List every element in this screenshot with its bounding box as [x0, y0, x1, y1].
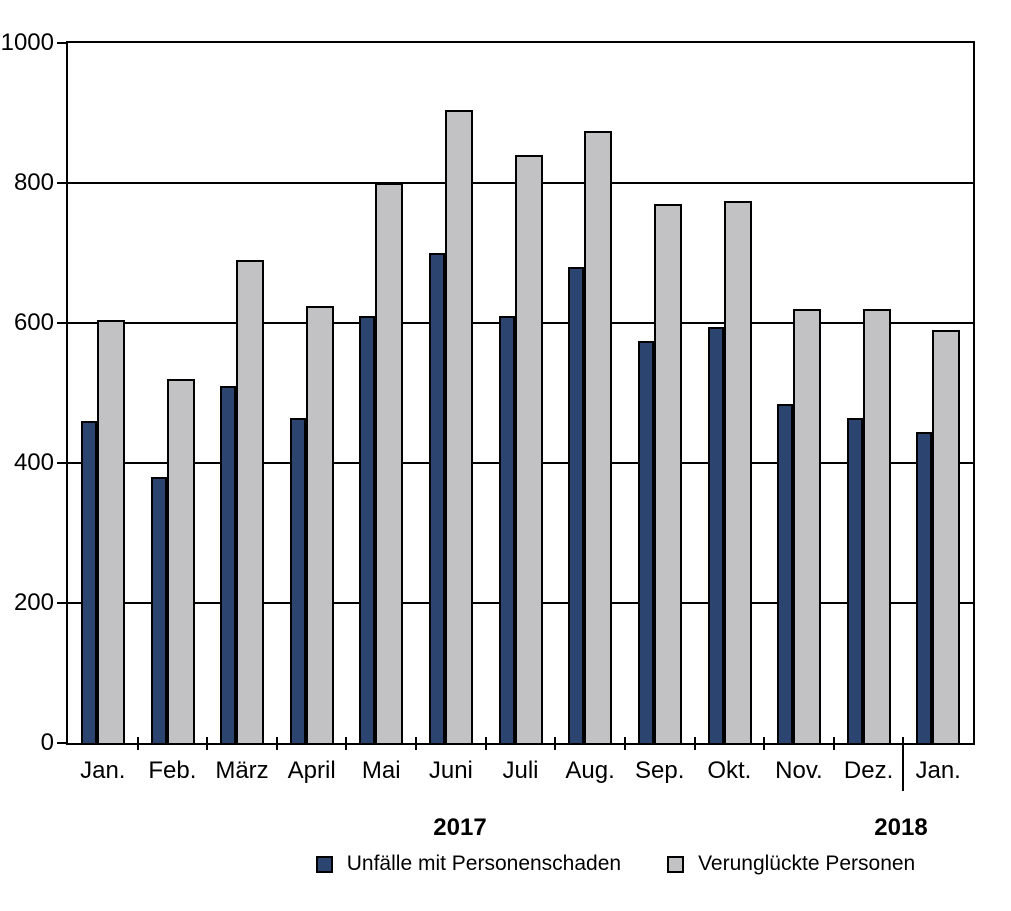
bar-verunglueckte-okt-9: [723, 200, 752, 743]
bar-verunglueckte-märz-2: [236, 260, 265, 743]
x-axis-month-label: Juli: [502, 757, 539, 784]
x-axis-month-label: Jan.: [80, 757, 126, 784]
bar-verunglueckte-dez-11: [862, 309, 891, 743]
bar-unfaelle-juni-5: [429, 253, 446, 743]
year-label-2017: 2017: [433, 814, 487, 841]
x-axis-tick: [275, 737, 278, 750]
x-axis-tick: [206, 737, 209, 750]
legend: Unfälle mit Personenschaden Verunglückte…: [110, 852, 1011, 876]
y-axis-tick-label: 0: [40, 729, 54, 756]
y-axis-tick-label: 800: [13, 169, 54, 196]
bar-unfaelle-jan-0: [81, 421, 97, 743]
bar-unfaelle-april-3: [289, 417, 306, 743]
bar-unfaelle-jan-12: [916, 431, 933, 743]
y-axis-tick: [57, 42, 68, 44]
bar-verunglueckte-april-3: [305, 305, 334, 743]
bar-unfaelle-aug-7: [568, 267, 585, 743]
x-axis-tick: [763, 737, 766, 750]
bar-unfaelle-nov-10: [777, 403, 794, 743]
x-axis-tick: [832, 737, 835, 750]
y-axis-tick-label: 600: [13, 309, 54, 336]
legend-label-verunglueckte: Verunglückte Personen: [698, 852, 916, 875]
bar-verunglueckte-feb-1: [166, 379, 195, 743]
x-axis-tick: [484, 737, 487, 750]
x-axis-tick: [415, 737, 418, 750]
x-axis-tick: [693, 737, 696, 750]
x-axis-tick: [345, 737, 348, 750]
bar-verunglueckte-juli-6: [514, 155, 543, 743]
legend-item-verunglueckte: Verunglückte Personen: [667, 852, 915, 876]
bar-unfaelle-juli-6: [498, 316, 515, 743]
bar-verunglueckte-jan-0: [97, 319, 125, 743]
y-axis-tick: [57, 602, 68, 604]
legend-item-unfaelle: Unfälle mit Personenschaden: [315, 852, 622, 876]
x-axis-month-label: Mai: [361, 757, 401, 784]
x-axis-month-label: Juni: [428, 757, 473, 784]
year-label-2018: 2018: [874, 814, 928, 841]
x-axis-month-label: Jan.: [915, 757, 961, 784]
y-axis-tick: [57, 182, 68, 184]
x-axis-month-label: Okt.: [707, 757, 752, 784]
y-axis-tick: [57, 462, 68, 464]
x-axis-tick: [623, 737, 626, 750]
bar-unfaelle-okt-9: [707, 326, 724, 743]
bar-unfaelle-feb-1: [150, 477, 167, 743]
x-axis-tick: [136, 737, 139, 750]
bar-verunglueckte-mai-4: [375, 183, 404, 743]
y-axis-tick-label: 200: [13, 589, 54, 616]
y-axis-tick-label: 1000: [0, 29, 54, 56]
bar-unfaelle-sep-8: [637, 340, 654, 743]
y-axis-tick: [57, 742, 68, 744]
bar-verunglueckte-juni-5: [445, 109, 474, 743]
bar-unfaelle-mai-4: [359, 316, 376, 743]
plot-area: [66, 41, 975, 745]
x-axis-month-label: Feb.: [148, 757, 197, 784]
bar-verunglueckte-sep-8: [653, 204, 682, 743]
x-axis-month-label: Sep.: [635, 757, 685, 784]
bar-unfaelle-dez-11: [846, 417, 863, 743]
x-axis-month-label: März: [215, 757, 269, 784]
year-divider-line: [902, 737, 905, 791]
y-axis-tick-label: 400: [13, 449, 54, 476]
legend-label-unfaelle: Unfälle mit Personenschaden: [346, 852, 622, 875]
x-axis-month-label: Aug.: [565, 757, 615, 784]
bar-verunglueckte-nov-10: [793, 309, 822, 743]
legend-marker-verunglueckte-icon: [667, 855, 685, 873]
x-axis-month-label: Nov.: [775, 757, 823, 784]
y-axis-tick: [57, 322, 68, 324]
legend-marker-unfaelle-icon: [315, 855, 333, 873]
x-axis-tick: [554, 737, 557, 750]
bar-verunglueckte-jan-12: [932, 330, 961, 743]
x-axis-month-label: Dez.: [843, 757, 894, 784]
bar-unfaelle-märz-2: [220, 386, 237, 743]
x-axis-month-label: April: [287, 757, 336, 784]
bar-verunglueckte-aug-7: [584, 130, 613, 743]
